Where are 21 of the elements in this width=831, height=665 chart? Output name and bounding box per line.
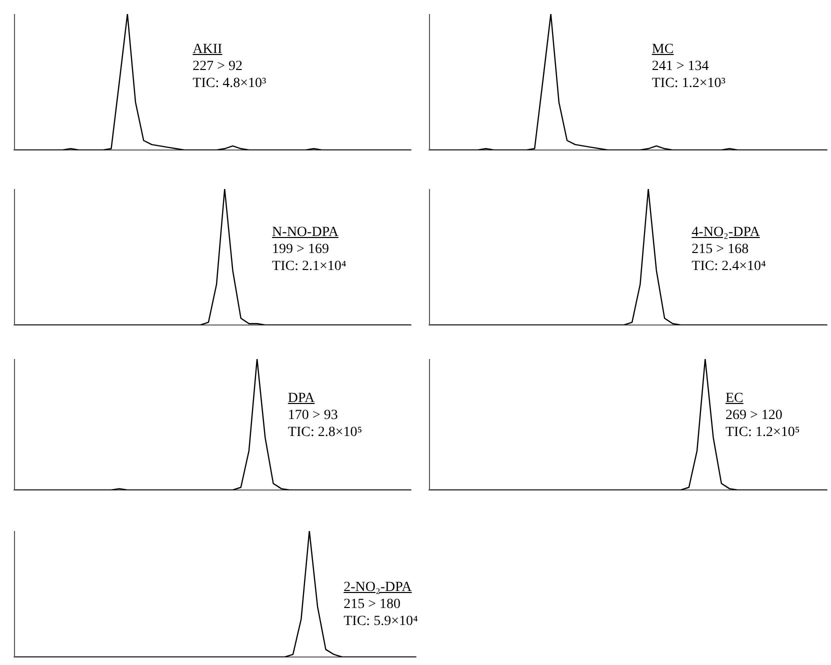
annotation: TIC: 4.8×10³: [192, 75, 266, 92]
annotation: N-NO-DPA: [272, 224, 340, 242]
annotation: 215 > 168: [692, 241, 750, 258]
annotation: TIC: 1.2×10⁵: [726, 424, 800, 442]
annotation: 227 > 92: [192, 58, 244, 76]
annotation: AKII: [192, 41, 224, 58]
annotation: MC: [652, 41, 675, 58]
annotation: TIC: 5.9×10⁴: [344, 612, 418, 630]
annotation: DPA: [288, 390, 316, 408]
annotation: TIC: 2.1×10⁴: [272, 258, 346, 276]
annotation: 4-NO₂-DPA: [692, 224, 761, 242]
annotation: TIC: 2.4×10⁴: [692, 258, 766, 276]
annotation: 215 > 180: [344, 596, 402, 613]
annotation: 2-NO₂-DPA: [344, 578, 413, 596]
annotation: TIC: 2.8×10⁵: [288, 424, 362, 442]
annotation: 170 > 93: [288, 407, 339, 424]
annotation: TIC: 1.2×10³: [652, 75, 726, 92]
annotation: EC: [726, 390, 744, 408]
annotation: 269 > 120: [726, 407, 784, 424]
annotation: 241 > 134: [652, 58, 710, 76]
annotation: 199 > 169: [272, 241, 330, 258]
